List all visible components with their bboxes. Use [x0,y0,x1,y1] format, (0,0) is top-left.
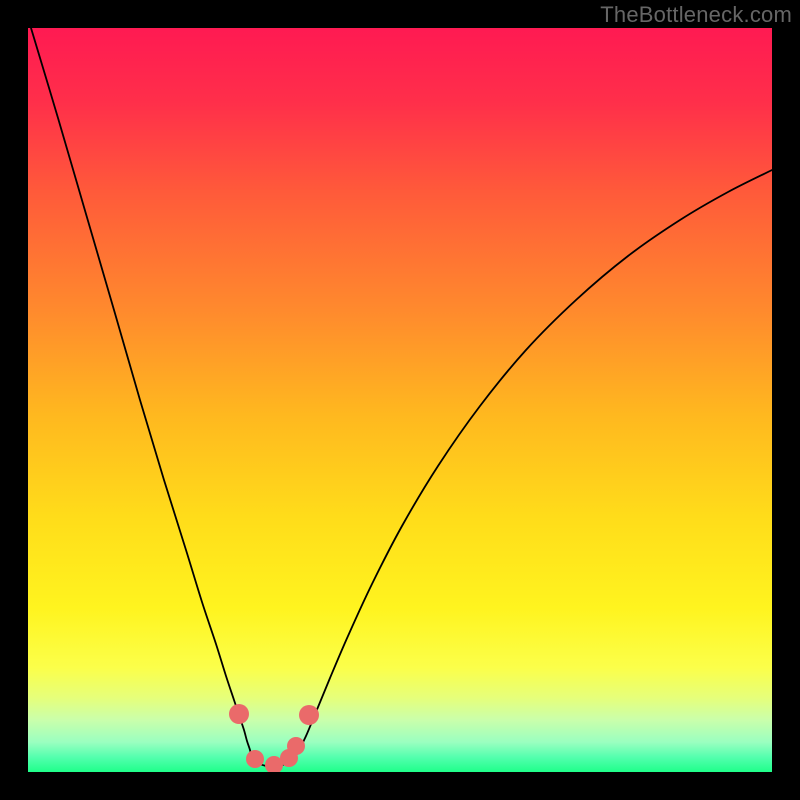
curve-marker [299,705,319,725]
curve-marker [246,750,264,768]
watermark-text: TheBottleneck.com [600,2,792,28]
chart-frame: TheBottleneck.com [0,0,800,800]
curve-markers [28,28,772,772]
curve-marker [229,704,249,724]
curve-marker [287,737,305,755]
plot-area [28,28,772,772]
